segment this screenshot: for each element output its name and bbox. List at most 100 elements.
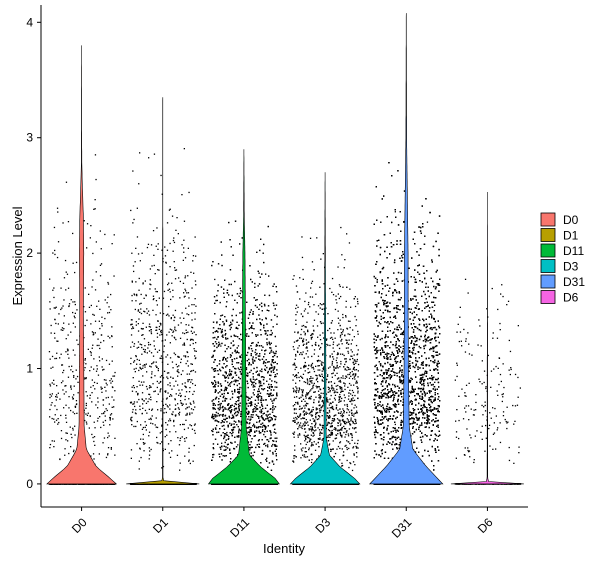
data-point [63, 322, 65, 324]
data-point [133, 360, 136, 362]
data-point [90, 304, 92, 307]
data-point [156, 329, 158, 331]
data-point [167, 363, 169, 365]
data-point [114, 371, 116, 374]
data-point [111, 406, 113, 408]
data-point [96, 382, 98, 384]
data-point [141, 328, 143, 330]
data-point [101, 358, 103, 360]
data-point [185, 414, 187, 416]
data-point [130, 449, 133, 451]
data-point [130, 323, 132, 326]
data-point [177, 437, 179, 439]
data-point [69, 426, 71, 428]
data-point [148, 330, 151, 332]
data-point [90, 225, 92, 227]
data-point [225, 320, 228, 322]
data-point [68, 396, 70, 398]
data-point [175, 363, 177, 366]
data-point [148, 344, 150, 346]
data-point [107, 283, 110, 285]
data-point [95, 404, 97, 406]
data-point [99, 416, 101, 418]
data-point [94, 208, 96, 210]
data-point [153, 390, 155, 393]
data-point [176, 366, 179, 368]
data-point [144, 364, 146, 366]
data-point [183, 148, 185, 150]
data-point [106, 302, 108, 304]
data-point [135, 247, 137, 249]
data-point [163, 370, 166, 372]
data-point [174, 404, 177, 406]
data-point [179, 400, 182, 402]
data-point [94, 289, 97, 291]
data-point [73, 376, 75, 378]
data-point [93, 440, 95, 443]
data-point [166, 222, 169, 224]
data-point [271, 360, 274, 362]
data-point [49, 358, 51, 360]
data-point [183, 344, 186, 346]
data-point [109, 380, 111, 382]
data-point [192, 369, 195, 372]
data-point [111, 346, 113, 348]
data-point [139, 303, 141, 305]
data-point [137, 309, 140, 311]
data-point [107, 396, 109, 399]
data-point [219, 408, 221, 410]
data-point [52, 252, 54, 254]
data-point [148, 325, 150, 328]
data-point [161, 193, 163, 195]
data-point [155, 290, 157, 293]
data-point [167, 289, 169, 291]
data-point [161, 467, 163, 469]
data-point [98, 344, 100, 347]
data-point [70, 386, 72, 388]
data-point [132, 222, 134, 224]
data-point [167, 384, 169, 386]
data-point [178, 365, 180, 367]
data-point [161, 441, 163, 443]
data-point [111, 243, 113, 245]
data-point [159, 357, 161, 359]
data-point [145, 424, 147, 426]
data-point [94, 444, 96, 446]
data-point [167, 443, 170, 445]
data-point [50, 404, 52, 406]
data-point [273, 408, 275, 410]
data-point [172, 314, 174, 316]
data-point [186, 351, 188, 353]
data-point [72, 311, 74, 314]
data-point [135, 300, 137, 302]
data-point [188, 391, 191, 393]
data-point [144, 280, 146, 282]
data-point [193, 348, 195, 350]
data-point [64, 259, 67, 262]
data-point [156, 436, 158, 439]
data-point [185, 391, 188, 393]
data-point [92, 385, 94, 387]
data-point [83, 220, 85, 222]
data-point [90, 323, 92, 325]
data-point [135, 355, 137, 358]
data-point [188, 314, 190, 316]
data-point [86, 395, 88, 397]
data-point [75, 369, 77, 371]
data-point [54, 414, 56, 416]
data-point [64, 454, 66, 456]
data-point [148, 314, 151, 316]
data-point [101, 323, 103, 325]
data-point [150, 448, 152, 451]
data-point [153, 254, 155, 256]
data-point [91, 401, 93, 403]
data-point [191, 326, 193, 328]
data-point [188, 451, 190, 453]
data-point [135, 324, 137, 326]
data-point [70, 385, 72, 387]
data-point [187, 331, 189, 333]
data-point [174, 398, 176, 400]
data-point [178, 412, 180, 415]
data-point [190, 408, 193, 410]
data-point [92, 334, 94, 336]
